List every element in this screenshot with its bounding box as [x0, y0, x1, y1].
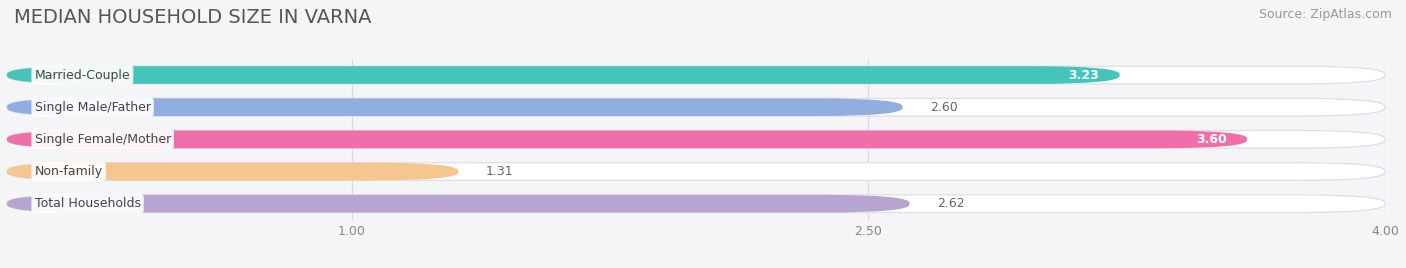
Text: Married-Couple: Married-Couple: [35, 69, 131, 81]
FancyBboxPatch shape: [7, 131, 1247, 148]
Text: 3.60: 3.60: [1195, 133, 1226, 146]
Text: 1.31: 1.31: [486, 165, 513, 178]
FancyBboxPatch shape: [7, 195, 1385, 213]
FancyBboxPatch shape: [7, 195, 910, 213]
Text: 2.62: 2.62: [938, 197, 965, 210]
FancyBboxPatch shape: [7, 66, 1119, 84]
Text: Non-family: Non-family: [35, 165, 103, 178]
Text: Single Male/Father: Single Male/Father: [35, 101, 150, 114]
FancyBboxPatch shape: [7, 131, 1385, 148]
Text: 3.23: 3.23: [1069, 69, 1099, 81]
Text: Single Female/Mother: Single Female/Mother: [35, 133, 172, 146]
FancyBboxPatch shape: [7, 163, 1385, 180]
FancyBboxPatch shape: [7, 163, 458, 180]
Text: Total Households: Total Households: [35, 197, 141, 210]
FancyBboxPatch shape: [7, 66, 1385, 84]
Text: Source: ZipAtlas.com: Source: ZipAtlas.com: [1258, 8, 1392, 21]
FancyBboxPatch shape: [7, 98, 1385, 116]
Text: 2.60: 2.60: [931, 101, 957, 114]
FancyBboxPatch shape: [7, 98, 903, 116]
Text: MEDIAN HOUSEHOLD SIZE IN VARNA: MEDIAN HOUSEHOLD SIZE IN VARNA: [14, 8, 371, 27]
